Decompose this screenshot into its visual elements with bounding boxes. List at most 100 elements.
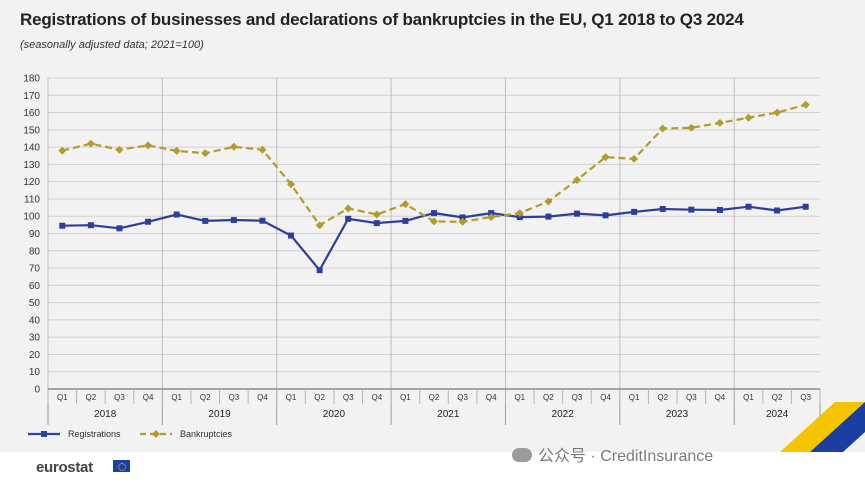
data-point-bankruptcies — [487, 213, 496, 222]
y-tick-label: 50 — [29, 298, 41, 309]
y-tick-label: 160 — [23, 108, 40, 119]
y-tick-label: 110 — [24, 194, 40, 205]
footer-bar — [0, 452, 865, 486]
data-point-bankruptcies — [315, 221, 324, 230]
data-point-registrations — [745, 203, 752, 210]
data-point-bankruptcies — [572, 175, 581, 184]
quarter-label: Q3 — [229, 393, 240, 402]
quarter-label: Q3 — [572, 393, 583, 402]
data-point-registrations — [459, 214, 466, 221]
quarter-label: Q3 — [343, 393, 354, 402]
y-tick-label: 130 — [23, 160, 40, 171]
data-point-registrations — [173, 211, 180, 218]
quarter-label: Q1 — [400, 393, 411, 402]
data-point-bankruptcies — [201, 149, 210, 158]
quarter-label: Q4 — [600, 393, 611, 402]
legend-label-bankruptcies: Bankruptcies — [180, 429, 233, 439]
data-point-registrations — [774, 207, 781, 214]
data-point-registrations — [116, 225, 123, 232]
eu-flag-icon — [113, 460, 130, 472]
quarter-label: Q3 — [686, 393, 697, 402]
data-point-bankruptcies — [86, 139, 95, 148]
legend-marker-registrations — [41, 431, 47, 437]
data-point-bankruptcies — [658, 124, 667, 133]
y-tick-label: 90 — [29, 229, 41, 240]
data-point-bankruptcies — [515, 209, 524, 218]
quarter-label: Q3 — [800, 393, 811, 402]
chart-subtitle: (seasonally adjusted data; 2021=100) — [20, 39, 204, 51]
y-tick-label: 80 — [29, 246, 41, 257]
data-point-bankruptcies — [458, 217, 467, 226]
quarter-label: Q2 — [657, 393, 668, 402]
y-tick-label: 150 — [23, 125, 40, 136]
data-point-registrations — [288, 232, 295, 239]
quarter-label: Q2 — [86, 393, 97, 402]
data-point-registrations — [431, 210, 437, 217]
quarter-label: Q2 — [543, 393, 554, 402]
quarter-label: Q4 — [257, 393, 268, 402]
data-point-bankruptcies — [744, 113, 753, 122]
corner-stripe-blue — [810, 402, 865, 452]
y-tick-label: 180 — [23, 74, 40, 85]
data-point-bankruptcies — [229, 142, 238, 151]
data-point-registrations — [316, 267, 323, 274]
data-point-registrations — [259, 217, 266, 224]
data-point-bankruptcies — [687, 123, 696, 132]
y-tick-label: 0 — [34, 385, 40, 396]
data-point-registrations — [688, 206, 695, 213]
quarter-label: Q1 — [286, 393, 297, 402]
data-point-registrations — [202, 217, 209, 224]
data-point-bankruptcies — [172, 146, 181, 155]
chart-title: Registrations of businesses and declarat… — [20, 10, 744, 29]
data-point-registrations — [659, 205, 666, 212]
data-point-bankruptcies — [773, 108, 782, 117]
year-label: 2020 — [323, 409, 346, 420]
line-chart: 0 10 20 30 40 50 60 70 80 90 100 110 120 130 140 150 160… — [23, 74, 865, 452]
quarter-label: Q4 — [486, 393, 497, 402]
data-point-bankruptcies — [601, 153, 610, 162]
data-point-registrations — [59, 222, 66, 229]
y-tick-label: 120 — [23, 177, 40, 188]
y-tick-label: 100 — [23, 212, 40, 223]
y-tick-label: 40 — [29, 315, 41, 326]
quarter-label: Q1 — [629, 393, 640, 402]
year-label: 2021 — [437, 409, 460, 420]
data-point-registrations — [402, 217, 409, 224]
data-point-registrations — [345, 215, 352, 222]
data-point-registrations — [145, 218, 152, 225]
corner-stripe-yellow — [780, 402, 865, 452]
quarter-label: Q3 — [457, 393, 468, 402]
quarter-label: Q3 — [114, 393, 125, 402]
data-point-registrations — [373, 220, 380, 227]
y-tick-label: 20 — [29, 350, 41, 361]
quarter-label: Q1 — [171, 393, 182, 402]
quarter-label: Q1 — [743, 393, 754, 402]
data-point-bankruptcies — [144, 141, 153, 150]
y-tick-label: 170 — [23, 91, 40, 102]
data-point-bankruptcies — [115, 145, 124, 154]
y-tick-label: 140 — [23, 143, 40, 154]
legend-label-registrations: Registrations — [68, 429, 121, 439]
eurostat-logo: eurostat — [36, 459, 93, 476]
watermark-text: 公众号 · CreditInsurance — [538, 448, 714, 465]
year-label: 2019 — [208, 409, 231, 420]
quarter-label: Q2 — [200, 393, 211, 402]
data-point-bankruptcies — [287, 180, 296, 189]
data-point-registrations — [545, 213, 552, 220]
quarter-label: Q2 — [314, 393, 325, 402]
data-point-bankruptcies — [630, 154, 639, 163]
data-point-registrations — [716, 207, 723, 214]
data-point-bankruptcies — [801, 100, 810, 109]
quarter-label: Q1 — [514, 393, 525, 402]
data-point-registrations — [230, 217, 237, 224]
data-point-bankruptcies — [258, 145, 267, 154]
legend-marker-bankruptcies — [152, 430, 160, 438]
quarter-label: Q4 — [715, 393, 726, 402]
data-point-registrations — [802, 203, 809, 210]
data-point-bankruptcies — [344, 204, 353, 213]
data-point-bankruptcies — [430, 217, 438, 226]
year-label: 2018 — [94, 409, 117, 420]
data-point-bankruptcies — [58, 146, 67, 155]
data-point-bankruptcies — [401, 200, 410, 209]
data-point-bankruptcies — [372, 210, 381, 219]
